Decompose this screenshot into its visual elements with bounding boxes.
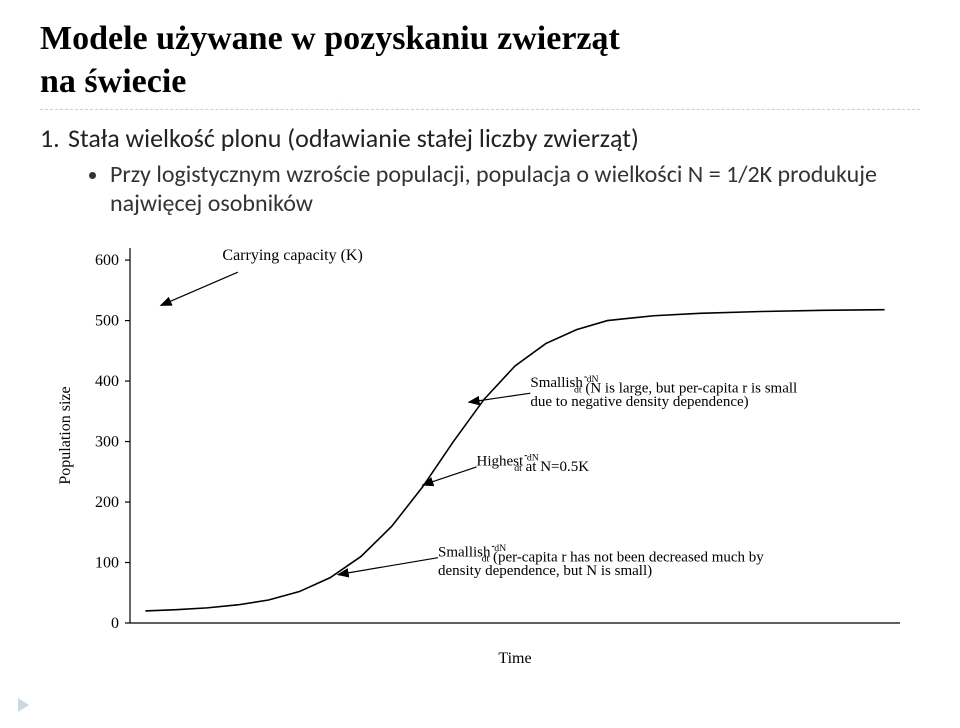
sub-list-item: Przy logistycznym wzroście populacji, po…: [110, 160, 920, 218]
title-divider: [40, 109, 920, 110]
svg-text:200: 200: [95, 494, 119, 511]
svg-text:100: 100: [95, 555, 119, 572]
list-item-1-num: 1.: [40, 122, 68, 154]
list-item-1-text: Stała wielkość plonu (odławianie stałej …: [68, 122, 639, 154]
svg-text:300: 300: [95, 434, 119, 451]
svg-text:600: 600: [95, 252, 119, 269]
corner-marker-icon: [18, 698, 29, 712]
svg-text:400: 400: [95, 373, 119, 390]
title-line-2: na świecie: [40, 63, 186, 100]
svg-text:Population size: Population size: [57, 386, 74, 484]
title-line-1: Modele używane w pozyskaniu zwierząt: [40, 20, 620, 57]
main-list: 1. Stała wielkość plonu (odławianie stał…: [40, 122, 920, 154]
list-item-1: 1. Stała wielkość plonu (odławianie stał…: [40, 122, 920, 154]
page-title: Modele używane w pozyskaniu zwierząt na …: [40, 18, 920, 103]
svg-text:due to negative density depend: due to negative density dependence): [530, 394, 748, 410]
sub-list: Przy logistycznym wzroście populacji, po…: [110, 160, 920, 218]
svg-text:Carrying capacity (K): Carrying capacity (K): [222, 247, 362, 264]
svg-text:500: 500: [95, 313, 119, 330]
logistic-growth-chart: 0 100 200 300 400 500 600 Population size Time Ca…: [40, 228, 920, 683]
svg-text:0: 0: [111, 615, 119, 632]
slide: Modele używane w pozyskaniu zwierząt na …: [0, 0, 960, 728]
svg-text:Time: Time: [498, 650, 531, 667]
chart-container: 0 100 200 300 400 500 600 Population size Time Ca…: [40, 228, 920, 683]
svg-text:density dependence, but N is s: density dependence, but N is small): [438, 563, 652, 579]
